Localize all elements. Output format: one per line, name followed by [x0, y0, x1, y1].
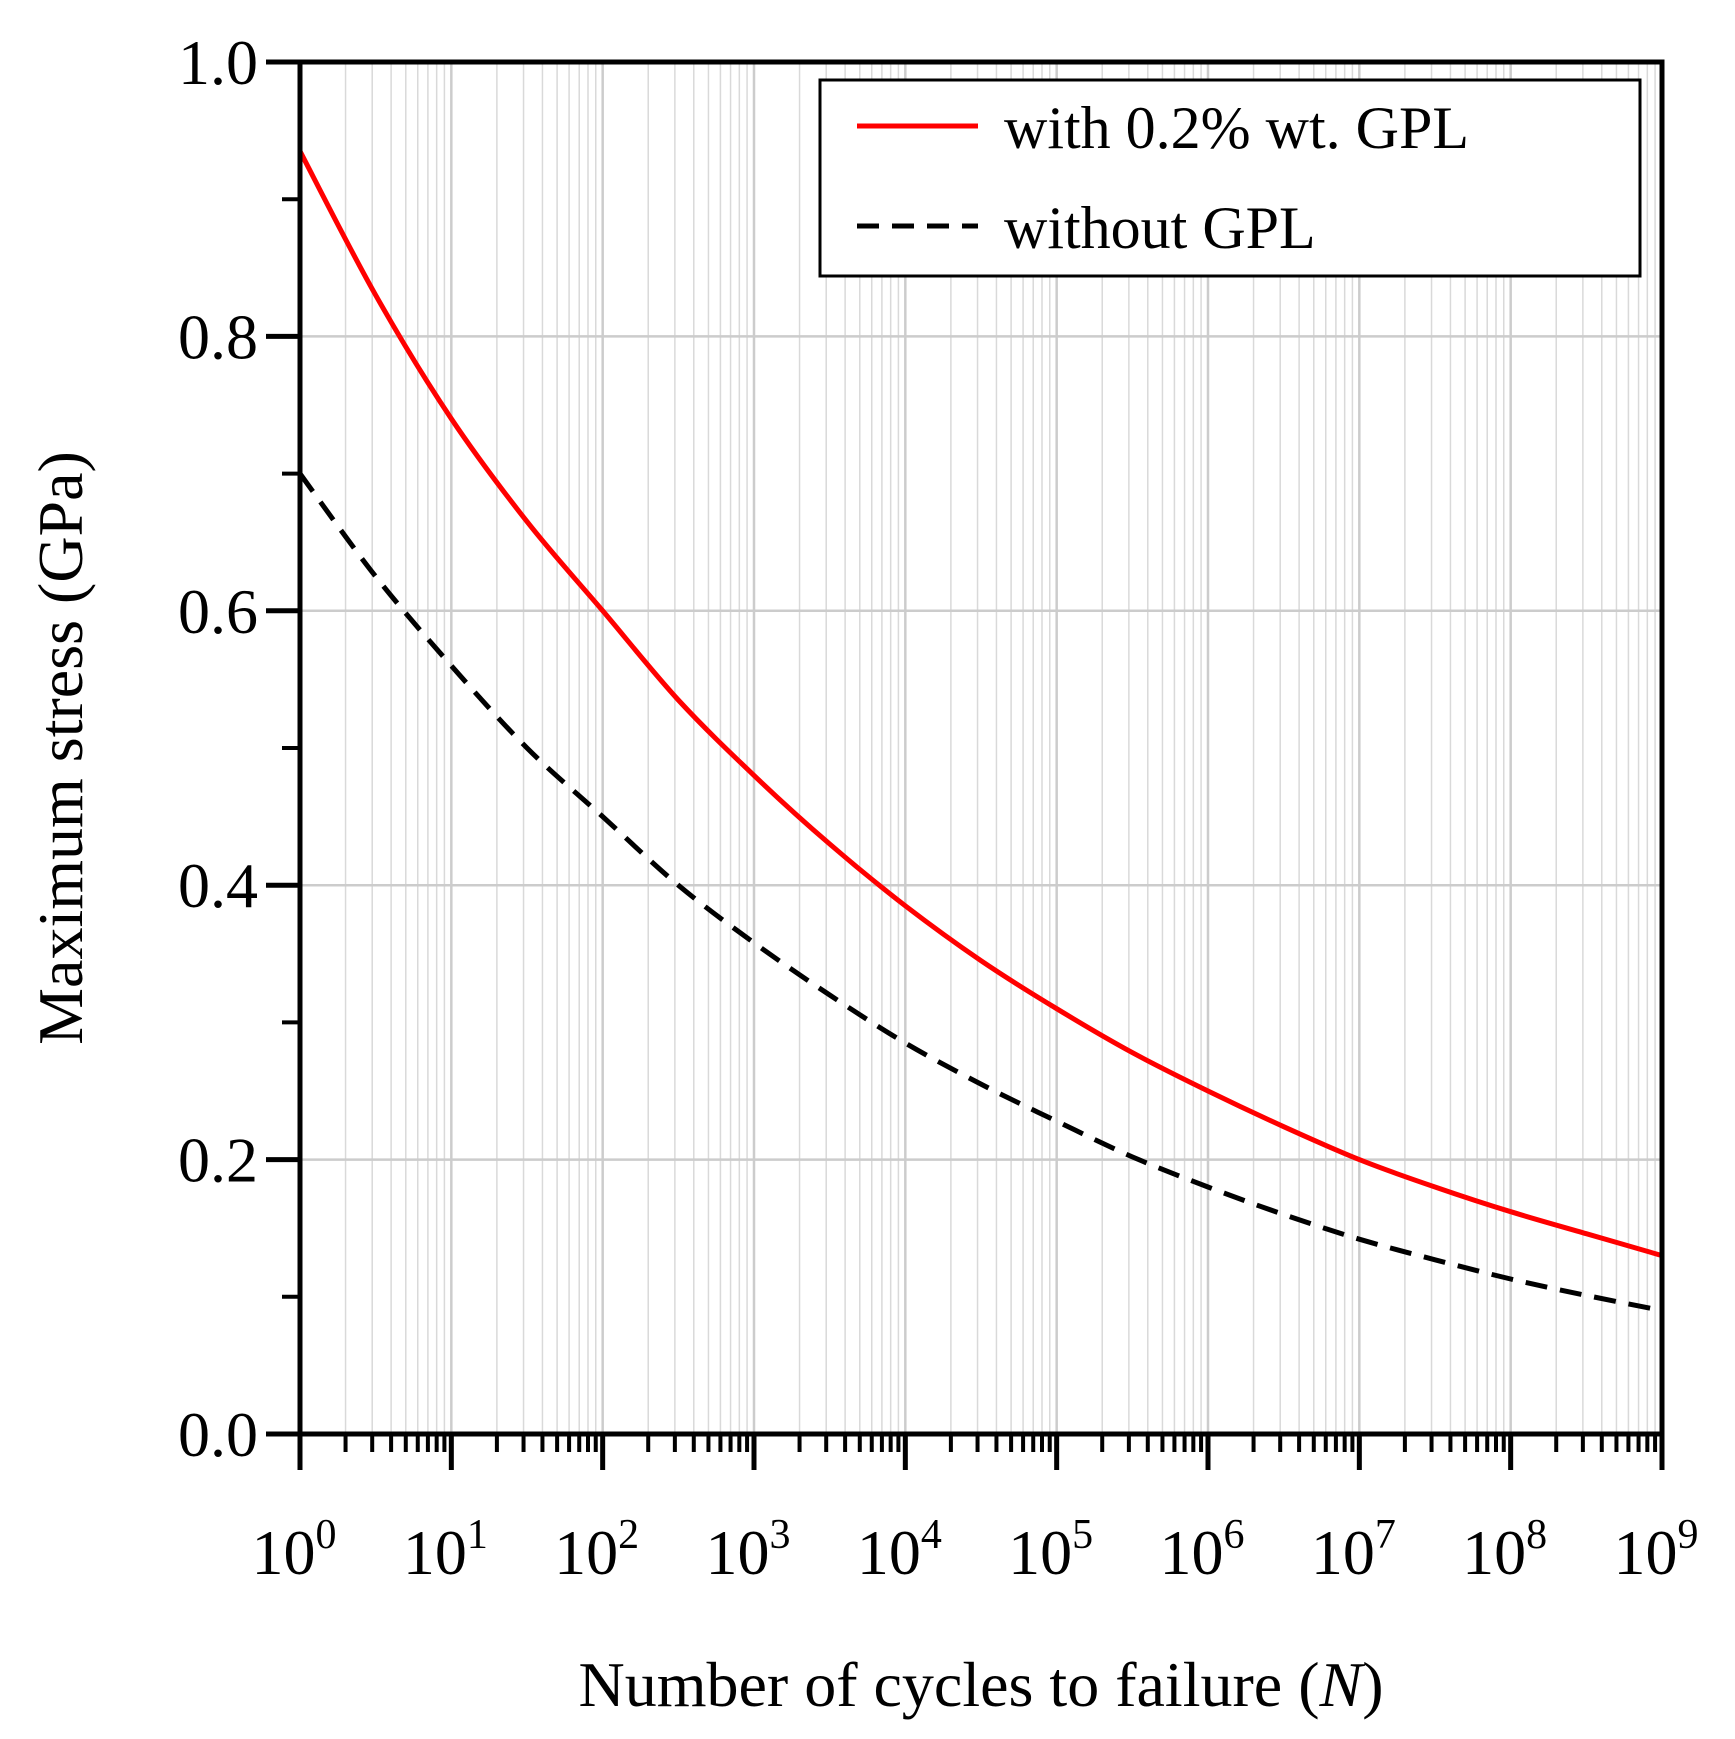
x-tick-label: 106 — [1160, 1512, 1245, 1588]
y-tick-label: 1.0 — [178, 27, 258, 98]
x-tick-label: 102 — [554, 1512, 639, 1588]
x-tick-label: 104 — [857, 1512, 942, 1588]
grid — [300, 62, 1662, 1434]
tick-labels: 0.0 0.2 0.4 0.6 0.8 1.0 100 101 102 103 104 105 106 1… — [178, 27, 1699, 1588]
series-line-1 — [297, 472, 1663, 1313]
x-tick-label: 107 — [1311, 1512, 1396, 1588]
legend-box — [818, 78, 1642, 278]
y-tick-label: 0.8 — [178, 301, 258, 372]
x-tick-label: 109 — [1614, 1512, 1699, 1588]
y-axis-title: Maximum stress (GPa) — [25, 451, 96, 1045]
legend: with 0.2% wt. GPL without GPL — [818, 78, 1642, 278]
x-axis-title-close: ) — [1362, 1649, 1383, 1720]
y-tick-label: 0.2 — [178, 1125, 258, 1196]
x-axis-title-symbol: N — [1319, 1649, 1366, 1720]
legend-label-without-gpl: without GPL — [1004, 195, 1316, 261]
x-axis-title: Number of cycles to failure (N) — [578, 1649, 1383, 1720]
ticks — [266, 59, 1665, 1470]
x-tick-label: 103 — [706, 1512, 791, 1588]
x-tick-label: 100 — [252, 1512, 337, 1588]
y-tick-label: 0.4 — [178, 850, 258, 921]
series-line-0 — [297, 150, 1663, 1259]
y-tick-label: 0.0 — [178, 1399, 258, 1470]
x-axis-title-open: ( — [1282, 1649, 1319, 1720]
x-axis-title-text: Number of cycles to failure — [578, 1649, 1282, 1720]
y-tick-label: 0.6 — [178, 576, 258, 647]
legend-label-with-gpl: with 0.2% wt. GPL — [1004, 95, 1469, 161]
x-tick-label: 101 — [403, 1512, 488, 1588]
x-tick-label: 108 — [1462, 1512, 1547, 1588]
series-layer — [297, 150, 1663, 1313]
x-tick-label: 105 — [1008, 1512, 1093, 1588]
